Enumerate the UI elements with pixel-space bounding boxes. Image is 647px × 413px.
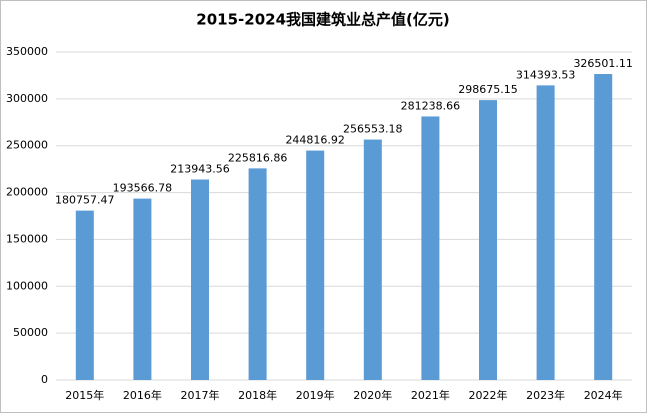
x-tick-label: 2016年: [123, 388, 162, 402]
x-tick-label: 2017年: [181, 388, 220, 402]
data-label: 244816.92: [285, 134, 345, 147]
data-label: 298675.15: [458, 83, 518, 96]
bar: [306, 150, 325, 380]
data-label: 256553.18: [343, 123, 403, 136]
bar: [75, 210, 94, 380]
bar: [248, 168, 267, 380]
y-tick-label: 100000: [6, 279, 48, 292]
y-tick-label: 350000: [6, 45, 48, 58]
x-tick-label: 2019年: [296, 388, 335, 402]
y-tick-label: 200000: [6, 186, 48, 199]
bar: [594, 74, 613, 380]
x-tick-label: 2023年: [526, 388, 565, 402]
chart-title: 2015-2024我国建筑业总产值(亿元): [196, 11, 449, 29]
y-tick-label: 0: [41, 373, 48, 386]
data-label: 326501.11: [573, 57, 633, 70]
x-tick-label: 2018年: [238, 388, 277, 402]
x-tick-label: 2015年: [65, 388, 104, 402]
data-label: 193566.78: [113, 182, 173, 195]
y-tick-label: 50000: [13, 326, 48, 339]
bar: [363, 139, 382, 380]
data-label: 225816.86: [228, 151, 288, 164]
y-tick-label: 150000: [6, 232, 48, 245]
x-tick-label: 2021年: [411, 388, 450, 402]
y-tick-label: 300000: [6, 92, 48, 105]
x-tick-label: 2022年: [469, 388, 508, 402]
bar: [536, 85, 555, 380]
bar: [479, 100, 497, 380]
bar: [191, 179, 209, 380]
y-tick-label: 250000: [6, 139, 48, 152]
data-label: 180757.47: [55, 194, 115, 207]
bar: [421, 116, 440, 380]
data-label: 213943.56: [170, 163, 230, 176]
x-tick-label: 2020年: [353, 388, 392, 402]
data-label: 281238.66: [401, 99, 461, 112]
bar: [133, 198, 152, 380]
data-label: 314393.53: [516, 68, 576, 81]
x-tick-label: 2024年: [584, 388, 623, 402]
